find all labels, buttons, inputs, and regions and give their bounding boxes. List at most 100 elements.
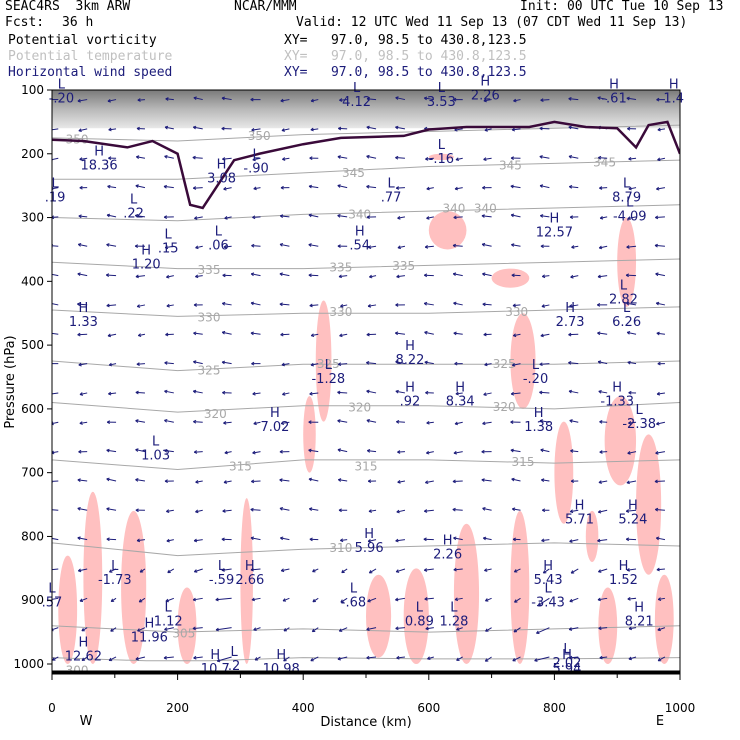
y-tick-label: 1000	[13, 657, 44, 671]
wind-vector	[627, 216, 637, 220]
y-axis-label: Pressure (hPa)	[3, 335, 18, 428]
wind-vector	[657, 627, 666, 631]
extremum-value: -4.09	[613, 210, 647, 225]
wind-vector	[456, 627, 463, 631]
theta-label: 340	[348, 207, 371, 221]
y-tick-label: 700	[21, 466, 44, 480]
wind-vector	[483, 392, 492, 396]
wind-arrowhead	[224, 450, 228, 455]
wind-vector	[453, 568, 463, 571]
wind-vector	[657, 128, 666, 131]
pv-contour-layer	[52, 120, 680, 210]
wind-arrowhead	[338, 274, 342, 279]
wind-vector	[221, 97, 232, 101]
theta-label: 340	[442, 202, 465, 216]
wind-vector	[52, 537, 59, 541]
extremum-value: 10.7	[201, 662, 230, 677]
wind-arrowhead	[599, 215, 604, 220]
wind-arrowhead	[52, 302, 53, 303]
wind-arrowhead	[395, 186, 400, 190]
wind-arrowhead	[106, 420, 111, 425]
extremum-value: -1.33	[600, 395, 634, 410]
wind-arrowhead	[49, 537, 52, 540]
wind-vector	[484, 568, 492, 572]
wind-arrowhead	[163, 215, 168, 219]
wind-arrowhead	[628, 156, 632, 161]
wind-arrowhead	[222, 273, 226, 278]
wind-vector	[658, 597, 666, 601]
wind-vector	[194, 539, 203, 542]
wind-arrowhead	[628, 626, 633, 631]
wind-vector	[308, 274, 319, 277]
wind-arrowhead	[138, 599, 143, 603]
wind-arrowhead	[568, 360, 572, 365]
wind-arrowhead	[279, 242, 284, 247]
wind-arrowhead	[657, 657, 662, 662]
extremum-value: 1.33	[69, 315, 98, 330]
wind-arrowhead	[280, 185, 284, 190]
wind-arrowhead	[308, 243, 312, 247]
wind-vector	[164, 362, 174, 365]
wind-vector	[106, 274, 117, 277]
wind-arrowhead	[164, 389, 168, 394]
wind-vector	[137, 539, 146, 542]
wind-vector	[655, 216, 665, 218]
wind-vector	[252, 392, 261, 395]
pv-positive-region	[428, 153, 454, 161]
wind-vector	[337, 391, 348, 394]
wind-vector	[135, 275, 146, 278]
wind-vector	[308, 185, 319, 189]
wind-arrowhead	[511, 477, 515, 482]
wind-vector	[598, 390, 608, 394]
extremum-marker: L	[152, 435, 160, 450]
wind-vector	[656, 537, 666, 541]
wind-arrowhead	[192, 186, 197, 190]
wind-arrowhead	[452, 479, 456, 484]
extremum-value: 2.82	[609, 292, 638, 307]
wind-vector	[308, 478, 319, 482]
wind-arrowhead	[311, 628, 316, 633]
wind-arrowhead	[366, 419, 370, 423]
wind-arrowhead	[597, 274, 602, 279]
pv-positive-region	[636, 434, 662, 575]
wind-arrowhead	[223, 244, 227, 249]
wind-vector	[163, 185, 174, 189]
wind-vector	[539, 420, 550, 423]
wind-vector	[52, 303, 59, 306]
wind-arrowhead	[110, 628, 114, 632]
wind-vector	[106, 244, 117, 247]
wind-vector	[626, 302, 637, 306]
wind-arrowhead	[250, 272, 255, 277]
legend-wind-xy: XY= 97.0, 98.5 to 430.8,123.5	[284, 65, 527, 80]
extremum-value: 1.38	[524, 420, 553, 435]
wind-vector	[224, 216, 232, 219]
wind-arrowhead	[568, 184, 573, 189]
wind-arrowhead	[395, 96, 399, 100]
wind-arrowhead	[339, 98, 343, 102]
wind-arrowhead	[626, 301, 630, 306]
wind-vector	[337, 215, 348, 218]
wind-arrowhead	[597, 303, 601, 307]
wind-arrowhead	[77, 568, 82, 573]
extremum-value: 2.66	[235, 573, 264, 588]
wind-vector	[426, 421, 434, 424]
theta-label: 330	[505, 305, 528, 319]
extremum-value: 6.26	[612, 315, 641, 330]
extremum-marker: H	[405, 339, 415, 354]
pv-positive-region	[303, 396, 316, 473]
theta-label: 315	[512, 455, 535, 469]
wind-arrowhead	[251, 597, 255, 602]
wind-vector	[366, 362, 377, 365]
wind-arrowhead	[338, 508, 342, 513]
wind-arrowhead	[221, 330, 226, 335]
wind-arrowhead	[541, 538, 545, 543]
wind-arrowhead	[163, 655, 167, 660]
wind-vector	[427, 656, 434, 660]
wind-arrowhead	[81, 627, 85, 632]
wind-vector	[396, 509, 406, 513]
wind-vector	[310, 128, 319, 131]
wind-vector	[136, 363, 145, 365]
pv-positive-region	[554, 421, 574, 524]
wind-vector	[308, 214, 319, 218]
wind-arrowhead	[396, 655, 400, 660]
